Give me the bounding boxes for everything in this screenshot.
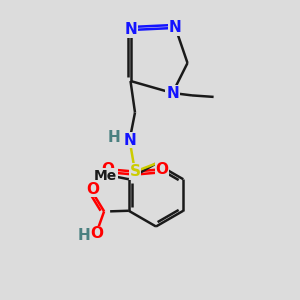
Text: N: N [124,22,137,38]
Text: O: O [86,182,99,197]
Text: H: H [78,229,90,244]
Text: N: N [169,20,182,35]
Text: O: O [101,162,115,177]
Text: O: O [90,226,103,241]
Text: N: N [123,133,136,148]
Text: S: S [130,164,140,179]
Text: Me: Me [94,169,117,183]
Text: H: H [108,130,120,145]
Text: N: N [166,85,179,100]
Text: O: O [155,162,169,177]
